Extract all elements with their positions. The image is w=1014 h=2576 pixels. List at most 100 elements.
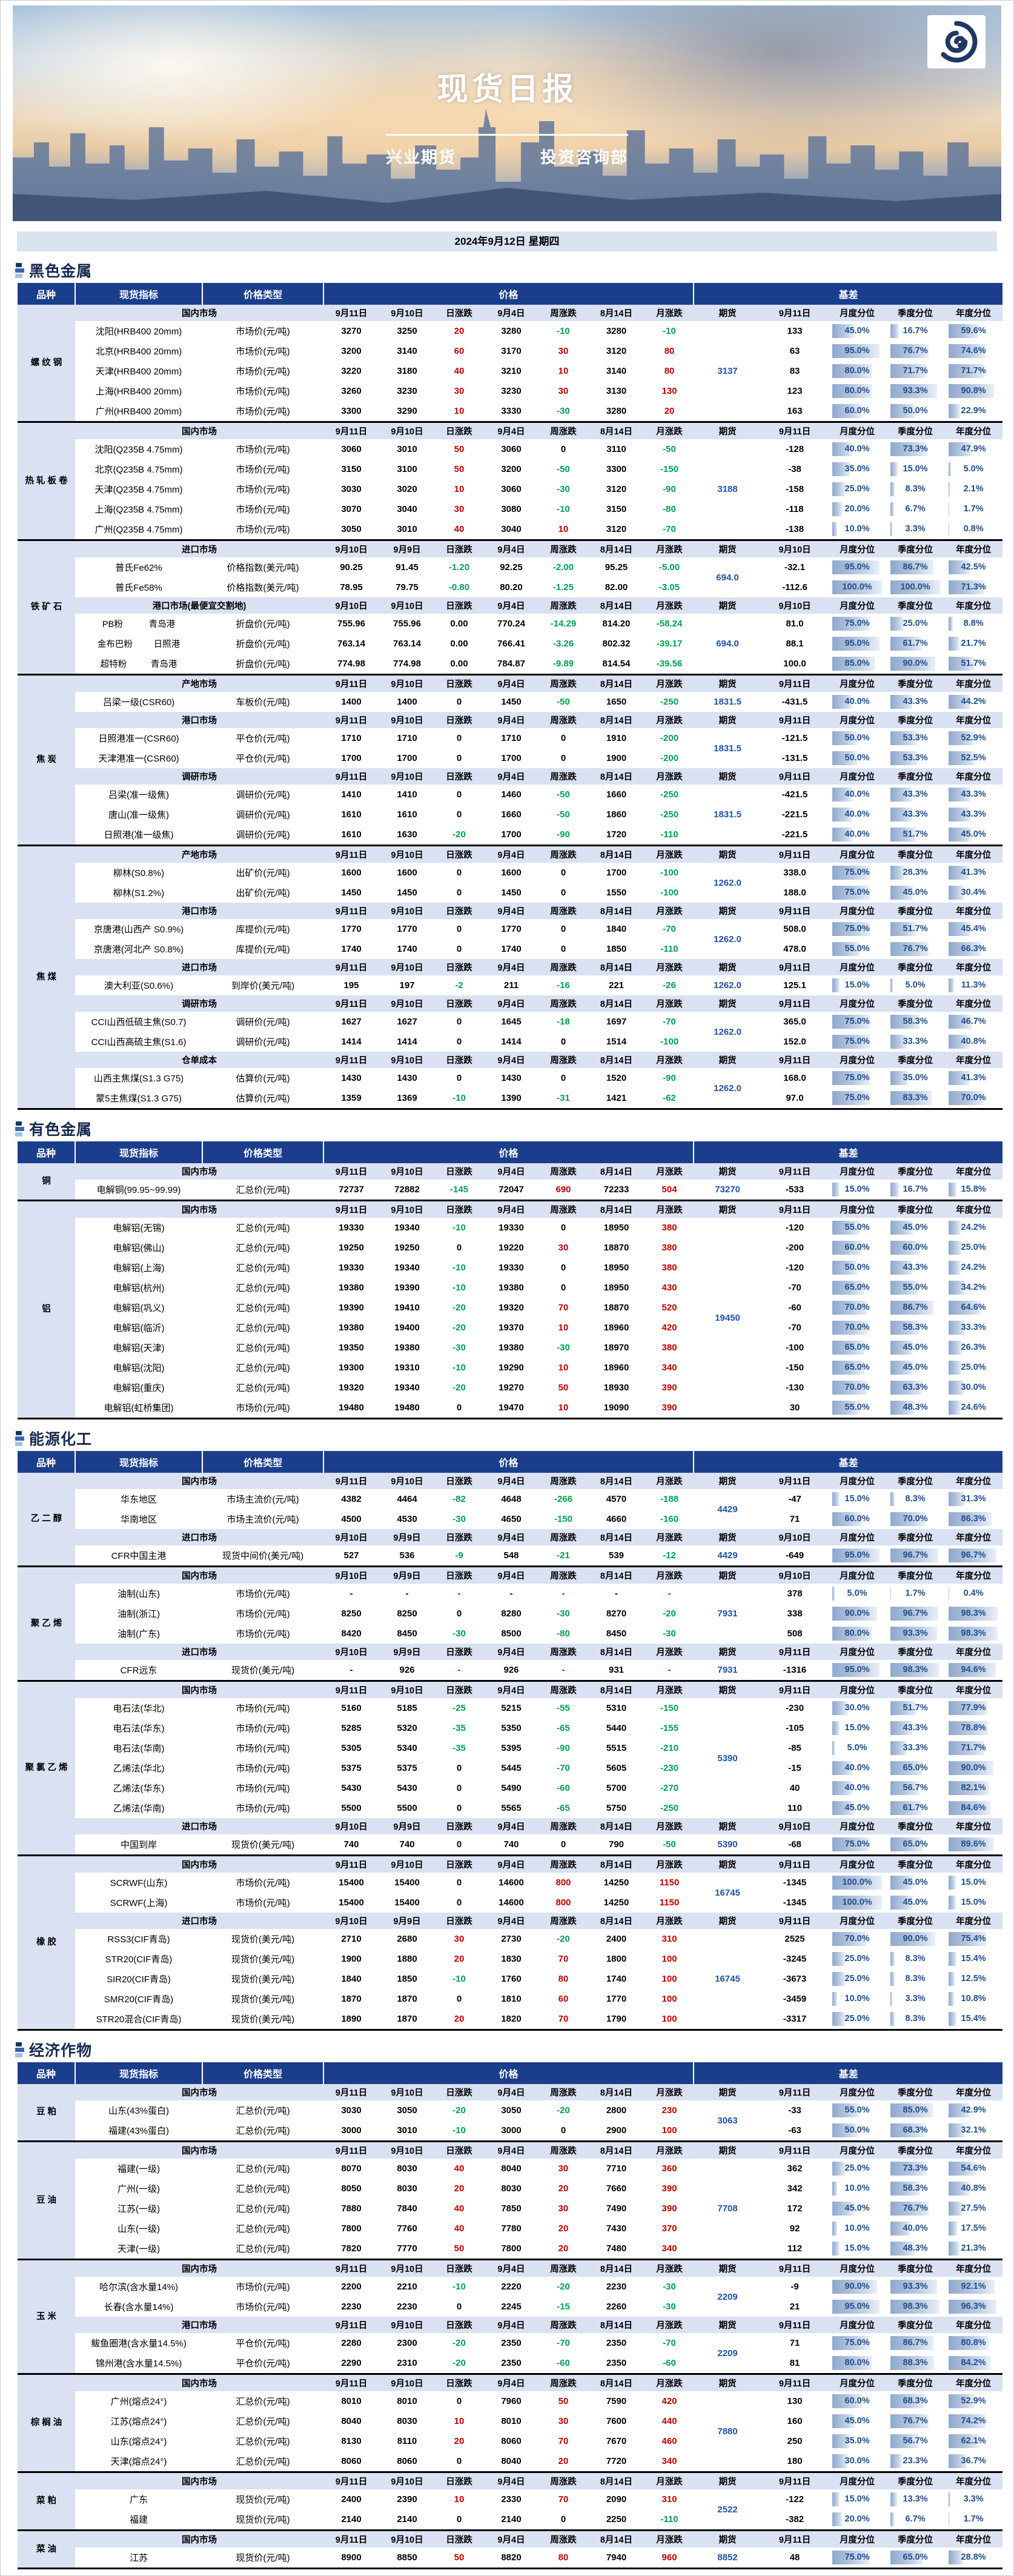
percentile-bar: 6.7% bbox=[890, 502, 940, 517]
indicator-cell: 电解铝(沈阳) bbox=[75, 1358, 202, 1378]
change-value: -2.00 bbox=[539, 557, 588, 577]
price-value: 5310 bbox=[588, 1698, 645, 1718]
price-value: 8060 bbox=[323, 2451, 379, 2472]
subheader-label: 9月11日 bbox=[761, 2142, 828, 2159]
percentile-text: 83.3% bbox=[890, 1090, 940, 1106]
monthly-percentile: 45.0% bbox=[828, 2199, 886, 2219]
price-value: 8040 bbox=[483, 2451, 539, 2472]
percentile-bar: 31.3% bbox=[949, 1492, 998, 1507]
price-value: 5440 bbox=[588, 1718, 645, 1738]
quarterly-percentile: 93.3% bbox=[886, 1624, 944, 1644]
subheader-label: 周涨跌 bbox=[539, 675, 588, 692]
price-type-cell: 现货价(美元/吨) bbox=[202, 2009, 323, 2030]
percentile-bar: 26.3% bbox=[949, 1340, 998, 1355]
indicator-cell: 江苏 bbox=[75, 2548, 202, 2569]
change-value: 0 bbox=[435, 1989, 483, 2009]
percentile-text: 75.0% bbox=[832, 885, 882, 900]
price-value: 926 bbox=[379, 1660, 435, 1681]
subheader-label: 8月14日 bbox=[588, 2374, 645, 2392]
percentile-bar: 27.5% bbox=[949, 2201, 998, 2216]
basis-value: -3245 bbox=[761, 1949, 828, 1969]
percentile-bar: 60.0% bbox=[832, 1240, 882, 1255]
change-value: 0 bbox=[435, 1398, 483, 1419]
section-title-label: 有色金属 bbox=[29, 1118, 92, 1140]
indicator-cell: 江苏(熔点24°) bbox=[75, 2411, 202, 2431]
market-label: 进口市场 bbox=[75, 1529, 323, 1545]
price-value: 1410 bbox=[323, 785, 379, 805]
monthly-percentile: 55.0% bbox=[828, 939, 886, 959]
subheader-label: 期货 bbox=[694, 1473, 761, 1489]
subheader-label: 9月11日 bbox=[761, 903, 828, 919]
change-value: 0 bbox=[435, 692, 483, 712]
percentile-text: 70.0% bbox=[832, 1380, 882, 1395]
price-type-cell: 市场主流价(元/吨) bbox=[202, 1509, 323, 1529]
price-type-cell: 市场主流价(元/吨) bbox=[202, 1489, 323, 1509]
change-value: -9.89 bbox=[539, 654, 588, 675]
price-value: 1520 bbox=[588, 1068, 645, 1088]
subheader-label: 年度分位 bbox=[944, 422, 1002, 440]
percentile-text: 80.0% bbox=[832, 383, 882, 399]
date-bar: 2024年9月12日 星期四 bbox=[17, 231, 997, 251]
market-label: 港口市场 bbox=[75, 2317, 323, 2333]
percentile-text: 90.0% bbox=[832, 1606, 882, 1621]
subheader-label: 9月11日 bbox=[761, 995, 828, 1012]
change-value: 380 bbox=[645, 1218, 694, 1238]
price-type-cell: 出矿价(元/吨) bbox=[202, 863, 323, 883]
percentile-text: 40.8% bbox=[949, 2181, 998, 2196]
price-value: 3300 bbox=[323, 401, 379, 422]
subheader-label: 9月9日 bbox=[379, 1567, 435, 1584]
commodity-name: 焦 炭 bbox=[18, 675, 75, 846]
change-value: 0 bbox=[539, 1834, 588, 1856]
quarterly-percentile: 93.3% bbox=[886, 381, 944, 401]
percentile-text: 33.3% bbox=[949, 1320, 998, 1335]
subheader-label: 期货 bbox=[694, 305, 761, 321]
percentile-bar: 60.0% bbox=[832, 2394, 882, 2409]
change-value: 0 bbox=[435, 748, 483, 768]
change-value: - bbox=[645, 1660, 694, 1681]
change-value: 50 bbox=[539, 2391, 588, 2411]
subheader-label: 9月11日 bbox=[323, 422, 379, 440]
subheader-label: 周涨跌 bbox=[539, 1644, 588, 1660]
percentile-bar: 45.0% bbox=[890, 885, 940, 900]
indicator-cell: 乙烯法(华南) bbox=[75, 1798, 202, 1818]
indicator-cell: 电解铝(佛山) bbox=[75, 1238, 202, 1258]
percentile-bar: 90.0% bbox=[949, 1761, 998, 1776]
indicator-cell: 柳林(S0.8%) bbox=[75, 863, 202, 883]
price-value: 18970 bbox=[588, 1338, 645, 1358]
price-value: 2260 bbox=[588, 2297, 645, 2317]
percentile-text: 98.3% bbox=[890, 1662, 940, 1678]
subheader-label: 季度分位 bbox=[886, 2472, 944, 2490]
price-type-cell: 市场价(元/吨) bbox=[202, 1698, 323, 1718]
change-value: -10 bbox=[435, 1258, 483, 1278]
price-type-cell: 价格指数(美元/吨) bbox=[202, 577, 323, 597]
price-value: 5375 bbox=[323, 1758, 379, 1778]
basis-value: -3317 bbox=[761, 2009, 828, 2030]
futures-price: 1262.0 bbox=[694, 919, 761, 959]
percentile-text: 45.0% bbox=[890, 885, 940, 900]
quarterly-percentile: 25.0% bbox=[886, 614, 944, 634]
monthly-percentile: 70.0% bbox=[828, 1929, 886, 1949]
percentile-text: 75.0% bbox=[832, 865, 882, 880]
col-indicator: 现货指标 bbox=[75, 2062, 202, 2084]
price-value: - bbox=[323, 1660, 379, 1681]
price-type-cell: 现货中间价(美元/吨) bbox=[202, 1545, 323, 1567]
monthly-percentile: 75.0% bbox=[828, 1068, 886, 1088]
price-value: 3110 bbox=[588, 439, 645, 459]
indicator-cell: 蒙5主焦煤(S1.3 G75) bbox=[75, 1088, 202, 1109]
price-type-cell: 市场价(元/吨) bbox=[202, 401, 323, 422]
price-value: 2900 bbox=[588, 2120, 645, 2142]
quarterly-percentile: 68.3% bbox=[886, 2391, 944, 2411]
price-type-cell: 汇总价(元/吨) bbox=[202, 2120, 323, 2142]
change-value: -20 bbox=[435, 825, 483, 846]
subheader-label: 9月11日 bbox=[323, 1201, 379, 1218]
futures-price: 16745 bbox=[694, 1929, 761, 2030]
yearly-percentile: 15.4% bbox=[944, 1949, 1002, 1969]
price-value: 1369 bbox=[379, 1088, 435, 1109]
price-type-cell: 汇总价(元/吨) bbox=[202, 2391, 323, 2411]
